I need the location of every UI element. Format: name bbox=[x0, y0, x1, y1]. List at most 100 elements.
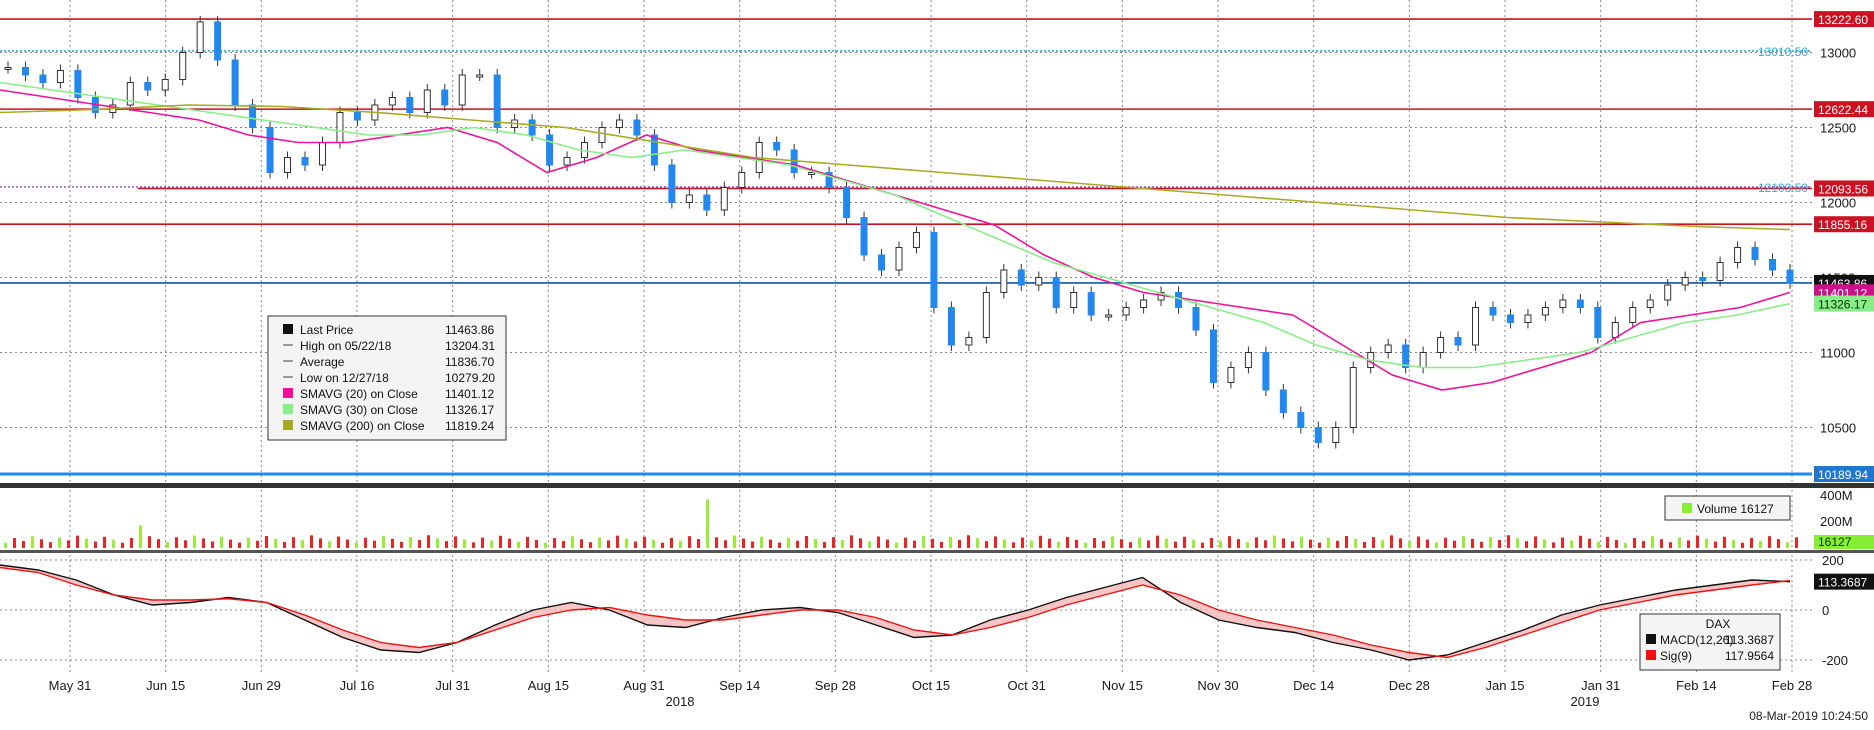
volume-bar bbox=[1237, 539, 1240, 548]
x-tick-label: Aug 31 bbox=[623, 678, 664, 693]
x-tick-label: Dec 28 bbox=[1389, 678, 1430, 693]
volume-bar bbox=[940, 541, 943, 548]
volume-bar bbox=[841, 540, 844, 548]
candle-body bbox=[1384, 344, 1392, 353]
volume-bar bbox=[670, 537, 673, 548]
volume-bar bbox=[1219, 540, 1222, 548]
volume-bar bbox=[1210, 537, 1213, 548]
volume-bar bbox=[184, 540, 187, 548]
volume-bar bbox=[1012, 542, 1015, 548]
candle-body bbox=[1664, 284, 1672, 301]
x-tick-label: Sep 28 bbox=[815, 678, 856, 693]
x-tick-label: Dec 14 bbox=[1293, 678, 1334, 693]
candle-body bbox=[266, 127, 274, 173]
candle-body bbox=[1227, 367, 1235, 383]
volume-bar bbox=[787, 537, 790, 548]
volume-bar bbox=[1534, 536, 1537, 548]
volume-bar bbox=[1552, 542, 1555, 548]
legend-title: DAX bbox=[1706, 617, 1731, 631]
candle-body bbox=[1437, 337, 1445, 353]
volume-bar bbox=[4, 542, 7, 548]
volume-bar bbox=[895, 542, 898, 548]
legend-swatch bbox=[283, 404, 293, 414]
volume-bar bbox=[1498, 540, 1501, 548]
volume-bar bbox=[1732, 539, 1735, 548]
candle-body bbox=[388, 97, 396, 106]
candle-body bbox=[825, 172, 833, 188]
candle-body bbox=[196, 21, 204, 53]
candle-body bbox=[301, 157, 309, 166]
volume-bar bbox=[1606, 536, 1609, 548]
candle-body bbox=[1629, 307, 1637, 323]
volume-bar bbox=[904, 537, 907, 548]
candle-body bbox=[1699, 277, 1707, 281]
volume-bar bbox=[1327, 537, 1330, 548]
volume-bar bbox=[1741, 542, 1744, 548]
volume-bar bbox=[1165, 538, 1168, 548]
volume-bar bbox=[256, 540, 259, 548]
legend-value: 13204.31 bbox=[445, 339, 495, 353]
price-tag-label: 12093.56 bbox=[1818, 182, 1868, 196]
price-lines bbox=[0, 18, 1812, 476]
volume-bar bbox=[1777, 539, 1780, 548]
volume-bar bbox=[247, 537, 250, 548]
volume-bar bbox=[1093, 538, 1096, 548]
candle-body bbox=[1454, 337, 1462, 346]
volume-bar bbox=[121, 542, 124, 548]
macd-tag-label: 113.3687 bbox=[1818, 576, 1867, 590]
volume-tick: 200M bbox=[1820, 514, 1853, 529]
price-tag-label: 12103.50 bbox=[1758, 181, 1808, 195]
legend-label: Low on 12/27/18 bbox=[300, 371, 389, 385]
price-tag-label: 13010.50 bbox=[1758, 45, 1808, 59]
y-tick-label: 13000 bbox=[1820, 46, 1856, 61]
volume-bar bbox=[1426, 539, 1429, 548]
volume-bar bbox=[616, 535, 619, 548]
price-tag-label: 13222.60 bbox=[1818, 13, 1868, 27]
volume-bar bbox=[346, 539, 349, 548]
legend-box bbox=[267, 315, 507, 441]
candle-body bbox=[633, 119, 641, 136]
candle-body bbox=[1402, 344, 1410, 368]
candle-body bbox=[144, 82, 152, 91]
volume-bar bbox=[229, 539, 232, 548]
candle-body bbox=[1681, 277, 1689, 286]
volume-bar bbox=[40, 539, 43, 548]
candle-body bbox=[4, 67, 12, 70]
volume-bar bbox=[274, 538, 277, 548]
candle-body bbox=[1332, 427, 1340, 443]
volume-bar bbox=[427, 535, 430, 548]
candle-body bbox=[423, 89, 431, 113]
volume-bar bbox=[382, 535, 385, 548]
legend-value: 10279.20 bbox=[445, 371, 495, 385]
volume-bar bbox=[913, 540, 916, 548]
volume-bar bbox=[1174, 541, 1177, 548]
volume-bar bbox=[1021, 537, 1024, 548]
volume-bar bbox=[409, 537, 412, 548]
macd-tick: 200 bbox=[1822, 553, 1844, 568]
legend-label: Volume 16127 bbox=[1697, 502, 1774, 516]
legend-box bbox=[1639, 613, 1781, 671]
candle-body bbox=[878, 254, 886, 271]
candle-body bbox=[1052, 277, 1060, 308]
price-tag-label: 12622.44 bbox=[1818, 103, 1868, 117]
volume-bar bbox=[1633, 538, 1636, 548]
year-label: 2019 bbox=[1571, 694, 1600, 709]
price-tag bbox=[1814, 295, 1874, 312]
volume-bar bbox=[1183, 536, 1186, 548]
candle-body bbox=[1175, 292, 1183, 308]
y-tick-label: 12500 bbox=[1820, 121, 1856, 136]
volume-bar bbox=[1003, 539, 1006, 548]
volume-bar bbox=[1525, 541, 1528, 548]
volume-bar bbox=[1246, 542, 1249, 548]
volume-bar bbox=[985, 541, 988, 548]
legend-label: Average bbox=[300, 355, 345, 369]
legend-value: 113.3687 bbox=[1725, 633, 1774, 647]
candle-body bbox=[161, 79, 169, 91]
x-tick-label: Jan 31 bbox=[1581, 678, 1620, 693]
volume-bar bbox=[1642, 541, 1645, 548]
volume-bar bbox=[1489, 537, 1492, 548]
volume-bar bbox=[1363, 541, 1366, 548]
candle-body bbox=[947, 307, 955, 346]
volume-bar bbox=[805, 536, 808, 548]
